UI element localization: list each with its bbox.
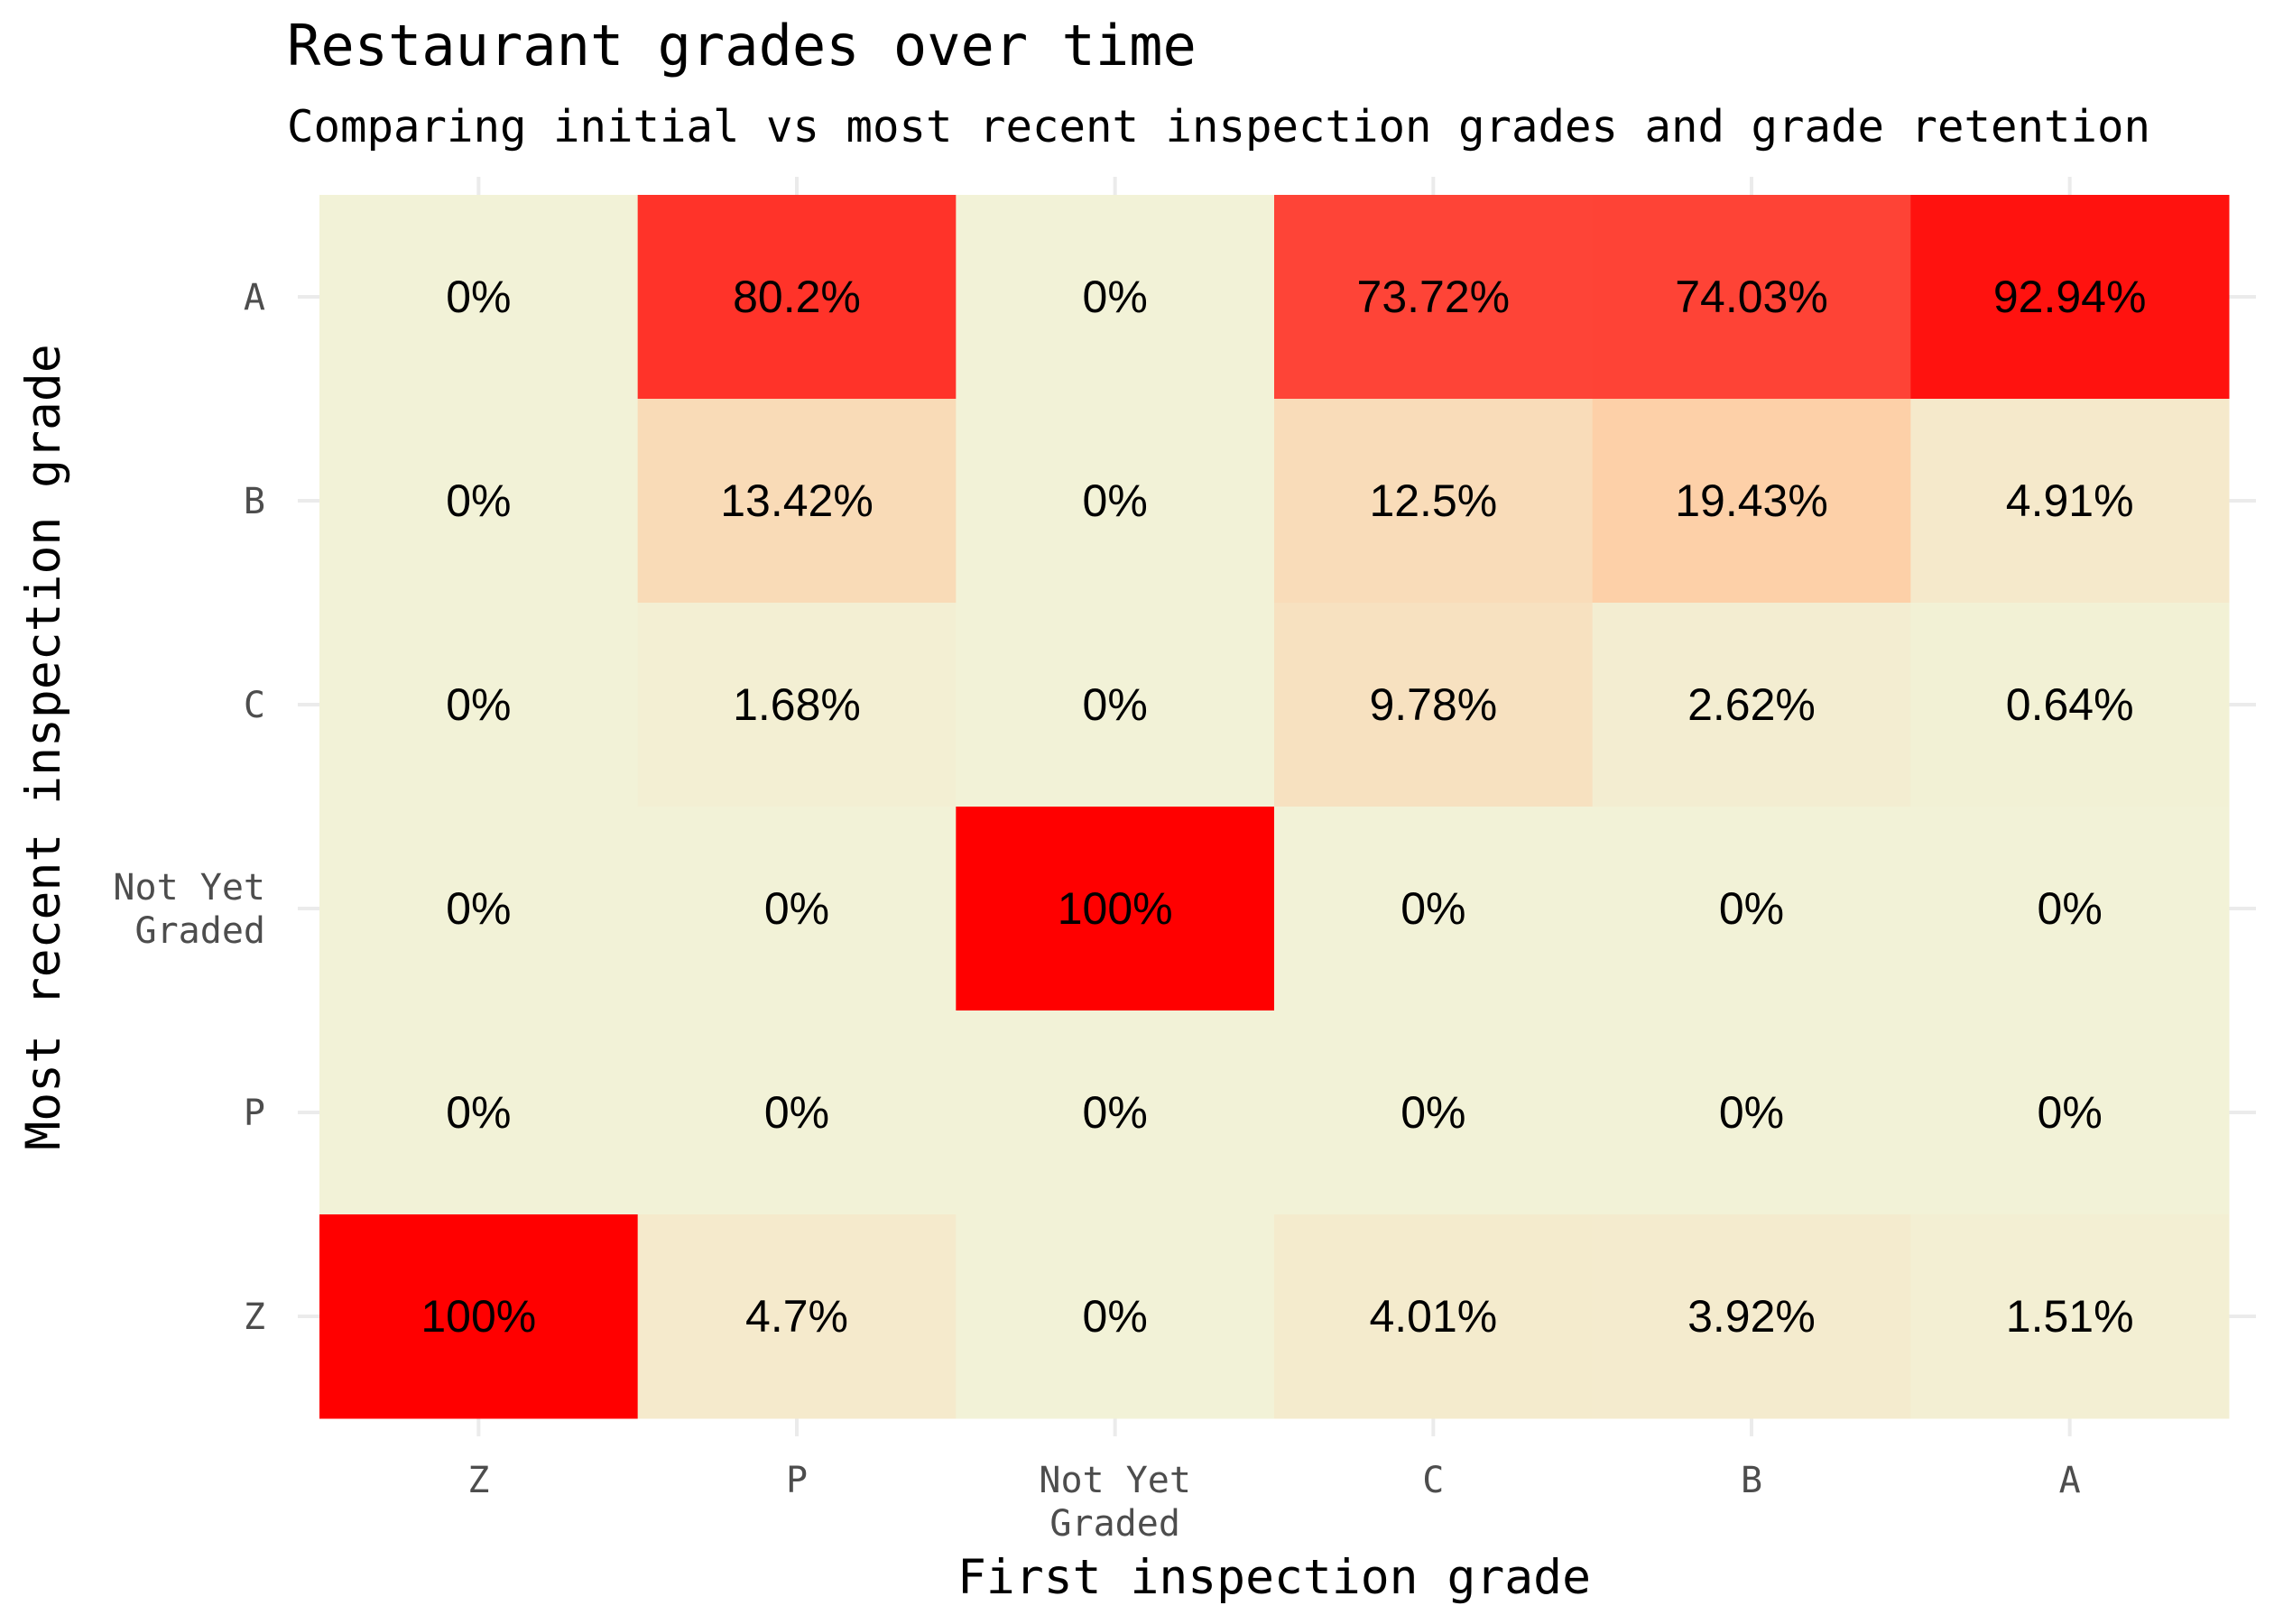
heatmap-cell-b-a <box>1910 399 2230 604</box>
y-tick-label-not-yet-graded: Not Yet Graded <box>113 867 265 952</box>
heatmap-cell-b-not-yet-graded <box>956 399 1275 604</box>
cell-value-label: 3.92% <box>1687 1291 1816 1342</box>
cell-value-label: 4.91% <box>2006 475 2134 526</box>
cell-value-label: 0% <box>2038 1087 2103 1138</box>
chart-title: Restaurant grades over time <box>287 13 1197 78</box>
cell-value-label: 0% <box>1719 883 1784 934</box>
cell-value-label: 100% <box>421 1291 536 1342</box>
heatmap-cell-b-p <box>637 399 957 604</box>
cell-value-label: 0% <box>1400 1087 1465 1138</box>
heatmap-cell-c-p <box>637 603 957 807</box>
heatmap-cell-not-yet-graded-b <box>1592 807 1911 1011</box>
cell-value-label: 0% <box>446 883 511 934</box>
heatmap-cell-c-c <box>1274 603 1594 807</box>
cell-value-label: 0% <box>1083 1087 1148 1138</box>
cell-value-label: 0% <box>1083 272 1148 322</box>
cell-value-label: 13.42% <box>720 475 874 526</box>
heatmap-cell-p-c <box>1274 1010 1594 1215</box>
cell-value-label: 100% <box>1058 883 1173 934</box>
cell-value-label: 4.7% <box>745 1291 848 1342</box>
y-tick-label-a: A <box>244 277 265 318</box>
cell-value-label: 2.62% <box>1687 679 1816 730</box>
heatmap-cell-z-c <box>1274 1214 1594 1419</box>
y-axis-ticks: A B C Not Yet Graded P Z <box>113 277 265 1338</box>
cell-value-label: 0% <box>446 475 511 526</box>
x-axis-ticks: Z P Not Yet Graded C B A <box>467 1460 2080 1545</box>
cell-value-label: 0% <box>1719 1087 1784 1138</box>
cell-value-label: 92.94% <box>1993 272 2147 322</box>
cell-value-label: 0% <box>1400 883 1465 934</box>
heatmap-cell-a-c <box>1274 195 1594 400</box>
heatmap-cell-p-a <box>1910 1010 2230 1215</box>
x-tick-label-b: B <box>1741 1460 1762 1501</box>
x-tick-label-a: A <box>2059 1460 2081 1501</box>
heatmap-cell-c-not-yet-graded <box>956 603 1275 807</box>
heatmap-cell-z-z <box>319 1214 639 1419</box>
x-axis-title: First inspection grade <box>957 1550 1591 1605</box>
y-axis-title: Most recent inspection grade <box>16 344 71 1149</box>
heatmap-cell-c-b <box>1592 603 1911 807</box>
heatmap-cell-a-p <box>637 195 957 400</box>
cell-value-label: 4.01% <box>1369 1291 1497 1342</box>
heatmap-cell-a-a <box>1910 195 2230 400</box>
heatmap-cell-b-c <box>1274 399 1594 604</box>
cell-value-label: 0.64% <box>2006 679 2134 730</box>
x-tick-label-p: P <box>786 1460 808 1501</box>
x-tick-label-z: Z <box>467 1460 489 1501</box>
heatmap-cell-not-yet-graded-c <box>1274 807 1594 1011</box>
heatmap-cell-a-z <box>319 195 639 400</box>
cell-value-label: 0% <box>2038 883 2103 934</box>
heatmap-cell-b-z <box>319 399 639 604</box>
cell-value-label: 0% <box>1083 475 1148 526</box>
heatmap-cell-p-b <box>1592 1010 1911 1215</box>
cell-value-label: 0% <box>1083 679 1148 730</box>
cell-value-label: 0% <box>446 1087 511 1138</box>
x-tick-label-not-yet-graded: Not Yet Graded <box>1039 1460 1191 1545</box>
heatmap-cell-z-p <box>637 1214 957 1419</box>
cell-value-label: 73.72% <box>1357 272 1511 322</box>
y-tick-label-b: B <box>244 481 265 522</box>
heatmap-cell-not-yet-graded-a <box>1910 807 2230 1011</box>
cell-value-label: 9.78% <box>1369 679 1497 730</box>
cell-value-label: 1.51% <box>2006 1291 2134 1342</box>
cell-value-label: 0% <box>446 679 511 730</box>
cell-labels: 0% 80.2% 0% 73.72% 74.03% 92.94% 0% 13.42% 0% 12.… <box>421 272 2146 1342</box>
chart-subtitle: Comparing initial vs most recent inspect… <box>287 101 2150 152</box>
heatmap-cell-not-yet-graded-p <box>637 807 957 1011</box>
cell-value-label: 0% <box>764 1087 829 1138</box>
y-tick-label-c: C <box>244 685 265 726</box>
heatmap-cell-c-z <box>319 603 639 807</box>
y-tick-label-p: P <box>244 1093 265 1134</box>
cell-value-label: 0% <box>1083 1291 1148 1342</box>
heatmap-cell-b-b <box>1592 399 1911 604</box>
heatmap-cell-p-p <box>637 1010 957 1215</box>
cell-value-label: 0% <box>764 883 829 934</box>
heatmap-cell-z-a <box>1910 1214 2230 1419</box>
heatmap-cell-c-a <box>1910 603 2230 807</box>
heatmap-cell-p-not-yet-graded <box>956 1010 1275 1215</box>
cell-value-label: 19.43% <box>1675 475 1828 526</box>
heatmap-cell-z-not-yet-graded <box>956 1214 1275 1419</box>
heatmap-cell-a-b <box>1592 195 1911 400</box>
cell-value-label: 12.5% <box>1369 475 1497 526</box>
heatmap-cell-z-b <box>1592 1214 1911 1419</box>
heatmap-cell-p-z <box>319 1010 639 1215</box>
x-tick-label-c: C <box>1422 1460 1444 1501</box>
cell-value-label: 1.68% <box>733 679 861 730</box>
heatmap-cell-not-yet-graded-not-yet-graded <box>956 807 1275 1011</box>
y-tick-label-z: Z <box>244 1296 265 1338</box>
heatmap-cell-not-yet-graded-z <box>319 807 639 1011</box>
heatmap-cells <box>319 195 2230 1419</box>
cell-value-label: 74.03% <box>1675 272 1828 322</box>
cell-value-label: 80.2% <box>733 272 861 322</box>
cell-value-label: 0% <box>446 272 511 322</box>
heatmap-cell-a-not-yet-graded <box>956 195 1275 400</box>
